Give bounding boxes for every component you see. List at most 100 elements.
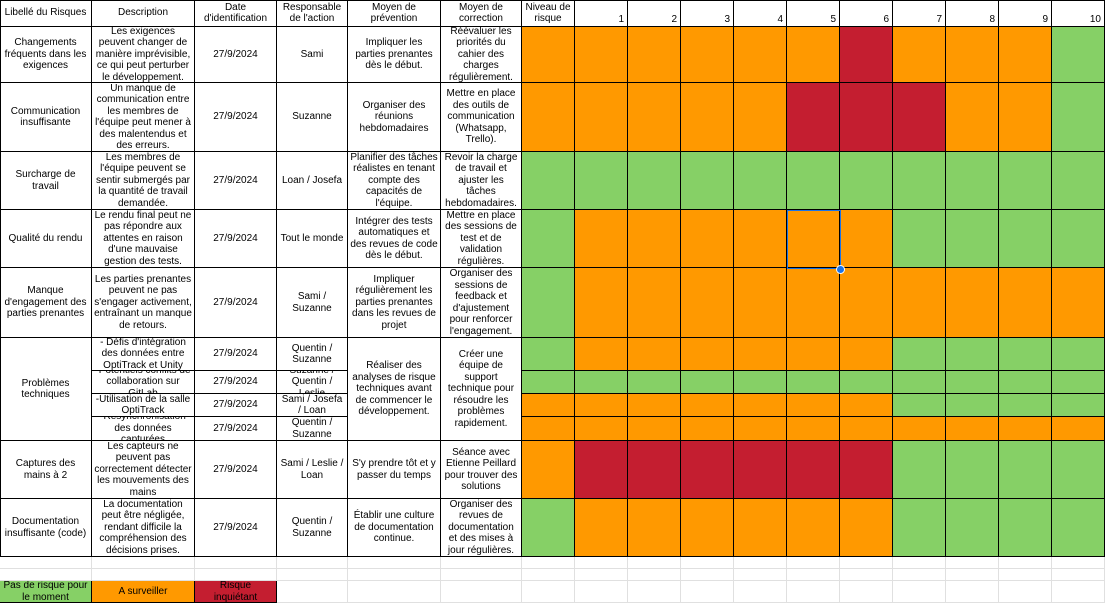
risk-level-cell[interactable] bbox=[522, 27, 575, 83]
matrix-cell-9[interactable] bbox=[999, 338, 1052, 371]
identification-date[interactable]: 27/9/2024 bbox=[195, 210, 277, 268]
action-owner[interactable]: Suzanne bbox=[277, 83, 348, 152]
matrix-cell-2[interactable] bbox=[628, 394, 681, 417]
matrix-cell-7[interactable] bbox=[893, 83, 946, 152]
empty-cell[interactable] bbox=[628, 569, 681, 581]
identification-date[interactable]: 27/9/2024 bbox=[195, 27, 277, 83]
empty-cell[interactable] bbox=[441, 557, 522, 569]
matrix-cell-3[interactable] bbox=[681, 338, 734, 371]
empty-cell[interactable] bbox=[787, 569, 840, 581]
matrix-header-7[interactable]: 7 bbox=[893, 0, 946, 27]
matrix-cell-2[interactable] bbox=[628, 441, 681, 499]
identification-date[interactable]: 27/9/2024 bbox=[195, 152, 277, 210]
risk-description[interactable]: -Potentiels conflits de collaboration su… bbox=[92, 371, 195, 394]
risk-description[interactable]: Le rendu final peut ne pas répondre aux … bbox=[92, 210, 195, 268]
matrix-cell-5[interactable] bbox=[787, 441, 840, 499]
matrix-cell-8[interactable] bbox=[946, 338, 999, 371]
action-owner[interactable]: Sami / Josefa / Loan bbox=[277, 394, 348, 417]
matrix-cell-2[interactable] bbox=[628, 152, 681, 210]
matrix-cell-2[interactable] bbox=[628, 371, 681, 394]
matrix-header-5[interactable]: 5 bbox=[787, 0, 840, 27]
risk-label[interactable]: Changements fréquents dans les exigences bbox=[0, 27, 92, 83]
identification-date[interactable]: 27/9/2024 bbox=[195, 499, 277, 557]
empty-cell[interactable] bbox=[681, 569, 734, 581]
empty-cell[interactable] bbox=[840, 569, 893, 581]
column-header[interactable]: Moyen de prévention bbox=[348, 0, 441, 27]
identification-date[interactable]: 27/9/2024 bbox=[195, 268, 277, 338]
matrix-cell-5[interactable] bbox=[787, 83, 840, 152]
empty-cell[interactable] bbox=[840, 581, 893, 603]
prevention-measure[interactable]: Planifier des tâches réalistes en tenant… bbox=[348, 152, 441, 210]
matrix-cell-4[interactable] bbox=[734, 83, 787, 152]
prevention-measure[interactable]: Réaliser des analyses de risque techniqu… bbox=[348, 338, 441, 441]
matrix-cell-8[interactable] bbox=[946, 417, 999, 441]
matrix-cell-10[interactable] bbox=[1052, 499, 1105, 557]
matrix-cell-4[interactable] bbox=[734, 27, 787, 83]
matrix-cell-6[interactable] bbox=[840, 371, 893, 394]
empty-cell[interactable] bbox=[893, 581, 946, 603]
matrix-cell-10[interactable] bbox=[1052, 394, 1105, 417]
matrix-cell-9[interactable] bbox=[999, 371, 1052, 394]
empty-cell[interactable] bbox=[195, 557, 277, 569]
matrix-cell-10[interactable] bbox=[1052, 338, 1105, 371]
identification-date[interactable]: 27/9/2024 bbox=[195, 371, 277, 394]
risk-level-cell[interactable] bbox=[522, 83, 575, 152]
action-owner[interactable]: Quentin / Suzanne bbox=[277, 338, 348, 371]
matrix-cell-8[interactable] bbox=[946, 394, 999, 417]
empty-cell[interactable] bbox=[348, 569, 441, 581]
risk-description[interactable]: Les membres de l'équipe peuvent se senti… bbox=[92, 152, 195, 210]
empty-cell[interactable] bbox=[734, 557, 787, 569]
matrix-cell-2[interactable] bbox=[628, 499, 681, 557]
matrix-header-6[interactable]: 6 bbox=[840, 0, 893, 27]
matrix-cell-4[interactable] bbox=[734, 441, 787, 499]
empty-cell[interactable] bbox=[628, 581, 681, 603]
matrix-cell-3[interactable] bbox=[681, 371, 734, 394]
matrix-cell-3[interactable] bbox=[681, 268, 734, 338]
risk-description[interactable]: Un manque de communication entre les mem… bbox=[92, 83, 195, 152]
risk-description[interactable]: - Défis d'intégration des données entre … bbox=[92, 338, 195, 371]
matrix-cell-9[interactable] bbox=[999, 499, 1052, 557]
matrix-cell-2[interactable] bbox=[628, 27, 681, 83]
risk-label[interactable]: Problèmes techniques bbox=[0, 338, 92, 441]
matrix-cell-10[interactable] bbox=[1052, 210, 1105, 268]
risk-level-cell[interactable] bbox=[522, 371, 575, 394]
matrix-cell-4[interactable] bbox=[734, 268, 787, 338]
matrix-cell-9[interactable] bbox=[999, 210, 1052, 268]
empty-cell[interactable] bbox=[92, 569, 195, 581]
matrix-cell-7[interactable] bbox=[893, 394, 946, 417]
empty-cell[interactable] bbox=[348, 581, 441, 603]
matrix-cell-8[interactable] bbox=[946, 441, 999, 499]
matrix-cell-6[interactable] bbox=[840, 210, 893, 268]
matrix-cell-7[interactable] bbox=[893, 268, 946, 338]
matrix-cell-3[interactable] bbox=[681, 152, 734, 210]
matrix-cell-3[interactable] bbox=[681, 83, 734, 152]
matrix-cell-1[interactable] bbox=[575, 394, 628, 417]
risk-label[interactable]: Qualité du rendu bbox=[0, 210, 92, 268]
correction-measure[interactable]: Mettre en place des sessions de test et … bbox=[441, 210, 522, 268]
matrix-cell-6[interactable] bbox=[840, 27, 893, 83]
matrix-header-1[interactable]: 1 bbox=[575, 0, 628, 27]
empty-cell[interactable] bbox=[999, 569, 1052, 581]
column-header[interactable]: Responsable de l'action bbox=[277, 0, 348, 27]
risk-level-cell[interactable] bbox=[522, 394, 575, 417]
matrix-cell-8[interactable] bbox=[946, 27, 999, 83]
empty-cell[interactable] bbox=[893, 557, 946, 569]
matrix-cell-10[interactable] bbox=[1052, 371, 1105, 394]
action-owner[interactable]: Sami / Suzanne bbox=[277, 268, 348, 338]
matrix-cell-10[interactable] bbox=[1052, 27, 1105, 83]
matrix-cell-7[interactable] bbox=[893, 152, 946, 210]
matrix-cell-2[interactable] bbox=[628, 417, 681, 441]
correction-measure[interactable]: Séance avec Etienne Peillard pour trouve… bbox=[441, 441, 522, 499]
risk-label[interactable]: Communication insuffisante bbox=[0, 83, 92, 152]
action-owner[interactable]: Loan / Josefa bbox=[277, 152, 348, 210]
empty-cell[interactable] bbox=[441, 581, 522, 603]
empty-cell[interactable] bbox=[893, 569, 946, 581]
column-header[interactable]: Niveau de risque bbox=[522, 0, 575, 27]
empty-cell[interactable] bbox=[787, 581, 840, 603]
matrix-cell-1[interactable] bbox=[575, 152, 628, 210]
matrix-cell-3[interactable] bbox=[681, 210, 734, 268]
action-owner[interactable]: Sami bbox=[277, 27, 348, 83]
identification-date[interactable]: 27/9/2024 bbox=[195, 417, 277, 441]
empty-cell[interactable] bbox=[946, 557, 999, 569]
matrix-cell-6[interactable] bbox=[840, 499, 893, 557]
